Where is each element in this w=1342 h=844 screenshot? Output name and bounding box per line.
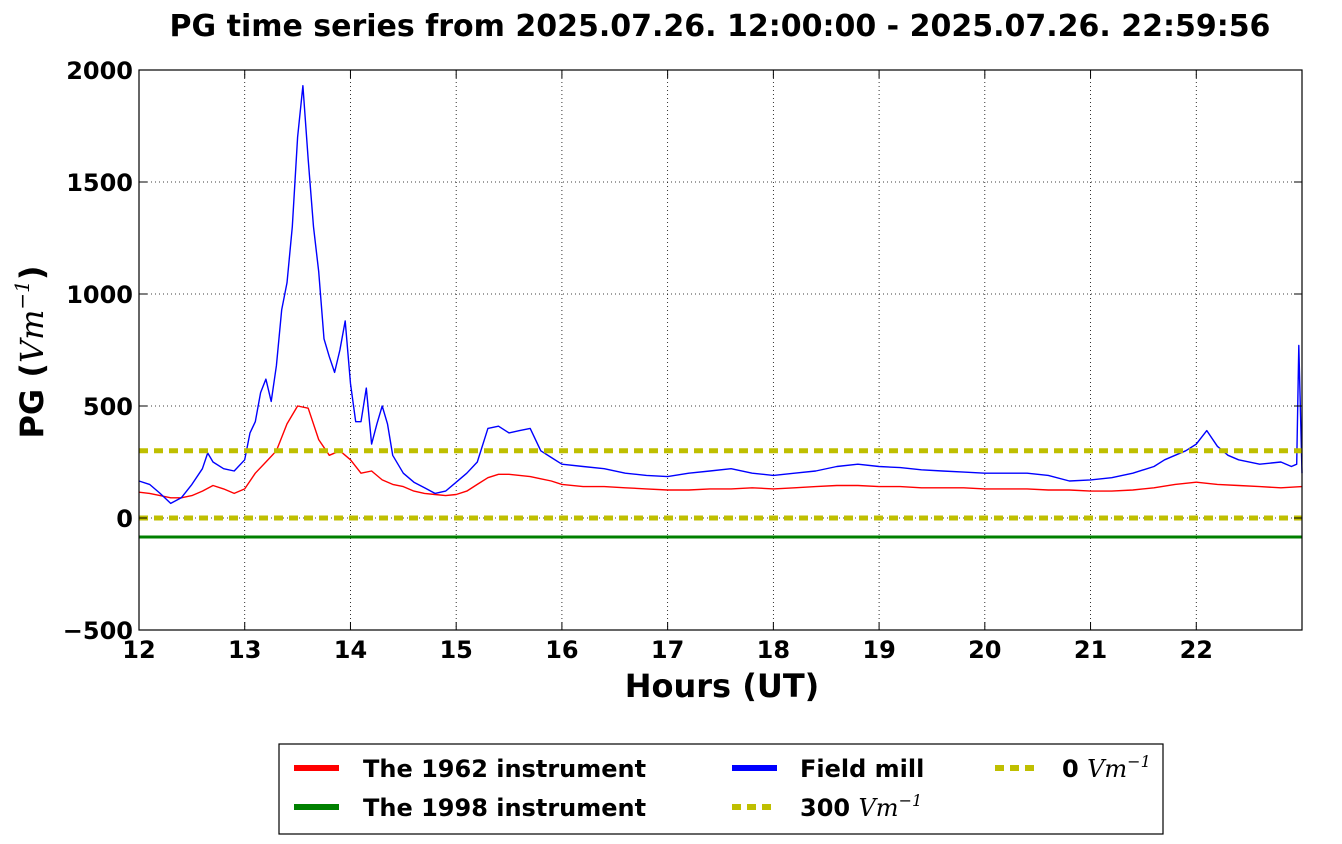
legend-label-300-unit: Vm xyxy=(858,794,898,822)
plot-frame xyxy=(138,69,1303,631)
svg-text:PG (Vm−1): PG (Vm−1) xyxy=(10,265,51,438)
x-tick-label: 19 xyxy=(862,636,895,664)
x-tick-label: 20 xyxy=(968,636,1001,664)
legend-label-1962: The 1962 instrument xyxy=(363,755,646,783)
x-tick-label: 16 xyxy=(545,636,578,664)
legend-frame xyxy=(278,743,1164,835)
legend-label-1998: The 1998 instrument xyxy=(363,794,646,822)
y-tick-label: 1000 xyxy=(66,281,133,309)
axis-ticks: 12 13 14 15 16 17 18 19 20 21 22 −500 0 500 1000 1500 20… xyxy=(63,57,1302,664)
series-field-mill xyxy=(138,84,1303,505)
grid-lines xyxy=(139,70,1302,630)
plot-area: 12 13 14 15 16 17 18 19 20 21 22 −500 0 500 1000 1500 20… xyxy=(63,57,1303,664)
series-lines xyxy=(138,84,1303,539)
x-tick-label: 13 xyxy=(228,636,261,664)
y-axis-label: PG (Vm−1) xyxy=(10,265,51,438)
y-tick-label: 0 xyxy=(116,505,133,533)
y-tick-label: 2000 xyxy=(66,57,133,85)
x-tick-label: 21 xyxy=(1074,636,1107,664)
x-axis-label: Hours (UT) xyxy=(625,667,820,705)
legend-entry-300: 300 Vm−1 xyxy=(732,791,922,822)
y-axis-label-text: PG xyxy=(13,389,51,439)
y-tick-label: 500 xyxy=(83,393,133,421)
x-tick-label: 14 xyxy=(334,636,367,664)
x-tick-label: 15 xyxy=(439,636,472,664)
legend: The 1962 instrument The 1998 instrument … xyxy=(278,743,1164,835)
x-tick-label: 22 xyxy=(1180,636,1213,664)
legend-label-0: 0 xyxy=(1062,755,1079,783)
legend-entry-1962: The 1962 instrument xyxy=(294,755,646,783)
legend-label-300-unit-exp: −1 xyxy=(899,791,923,810)
legend-label-0-unit: Vm xyxy=(1087,755,1127,783)
chart-title: PG time series from 2025.07.26. 12:00:00… xyxy=(170,9,1271,44)
y-tick-label: −500 xyxy=(63,617,133,645)
svg-text:300 Vm−1: 300 Vm−1 xyxy=(800,791,922,822)
y-tick-label: 1500 xyxy=(66,169,133,197)
x-tick-label: 17 xyxy=(651,636,684,664)
x-tick-label: 18 xyxy=(757,636,790,664)
legend-label-300: 300 xyxy=(800,794,850,822)
plot-background xyxy=(139,70,1302,630)
svg-text:0 Vm−1: 0 Vm−1 xyxy=(1062,752,1151,783)
legend-label-field-mill: Field mill xyxy=(800,755,924,783)
y-axis-label-unit: Vm xyxy=(13,310,51,363)
y-axis-label-unit-exp: −1 xyxy=(10,280,34,309)
legend-entry-field-mill: Field mill xyxy=(732,755,924,783)
legend-entry-1998: The 1998 instrument xyxy=(294,794,646,822)
legend-label-0-unit-exp: −1 xyxy=(1127,752,1151,771)
legend-entry-0: 0 Vm−1 xyxy=(995,752,1151,783)
x-tick-label: 12 xyxy=(122,636,155,664)
series-1962-instrument xyxy=(138,405,1303,499)
